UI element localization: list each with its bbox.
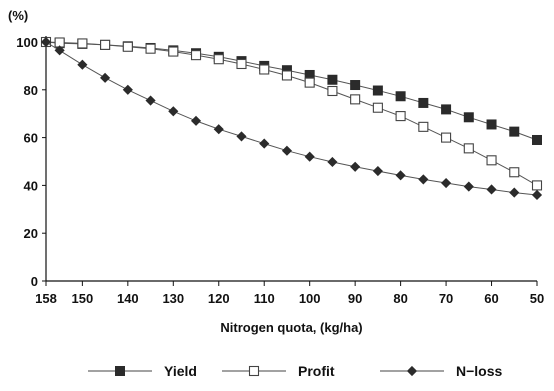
data-point-profit xyxy=(236,58,247,70)
x-axis-title: Nitrogen quota, (kg/ha) xyxy=(220,320,362,335)
data-point-n-loss xyxy=(100,72,111,83)
x-tick-label: 120 xyxy=(208,291,230,306)
data-point-n-loss xyxy=(77,59,88,70)
data-point-profit xyxy=(213,54,224,65)
y-tick-label: 40 xyxy=(24,178,38,193)
series-profit xyxy=(40,36,543,191)
data-point-profit xyxy=(122,41,133,52)
y-tick-label: 80 xyxy=(24,83,38,98)
legend-label: N−loss xyxy=(456,363,503,379)
data-point-n-loss xyxy=(236,131,247,142)
x-tick-label: 50 xyxy=(530,291,544,306)
data-point-profit xyxy=(463,143,474,154)
data-point-n-loss xyxy=(395,170,406,181)
series-line-n-loss xyxy=(45,41,538,196)
data-point-n-loss xyxy=(40,36,52,48)
data-point-yield xyxy=(418,97,429,108)
series-yield xyxy=(41,37,542,145)
data-point-n-loss xyxy=(509,187,520,198)
x-tick-label: 100 xyxy=(299,291,321,306)
data-point-profit xyxy=(100,39,111,50)
x-tick-label: 140 xyxy=(117,291,139,306)
data-point-n-loss xyxy=(463,181,474,192)
data-point-yield xyxy=(327,74,338,85)
data-point-yield xyxy=(350,80,361,91)
x-tick-label: 110 xyxy=(254,291,275,306)
x-tick-label: 70 xyxy=(439,291,453,306)
data-point-profit xyxy=(281,70,293,81)
data-point-n-loss xyxy=(304,151,315,162)
data-point-n-loss xyxy=(281,145,293,156)
data-point-profit xyxy=(350,94,361,105)
data-point-yield xyxy=(441,104,452,115)
data-point-profit xyxy=(418,121,429,132)
data-point-n-loss xyxy=(441,177,452,189)
y-tick-label: 0 xyxy=(31,274,38,289)
legend-item: Profit xyxy=(222,363,335,379)
data-point-profit xyxy=(441,132,452,143)
data-point-n-loss xyxy=(350,161,361,172)
x-tick-label: 130 xyxy=(162,291,184,306)
data-point-profit xyxy=(168,46,179,57)
data-point-n-loss xyxy=(418,174,429,185)
series-line-yield xyxy=(45,41,538,141)
data-point-yield xyxy=(395,91,406,102)
x-tick-label: 90 xyxy=(348,291,362,306)
data-point-profit xyxy=(77,38,88,49)
legend-item: N−loss xyxy=(380,363,503,379)
x-tick-label: 158 xyxy=(35,291,57,306)
data-point-n-loss xyxy=(213,124,224,135)
x-tick-label: 60 xyxy=(484,291,498,306)
y-axis-title: (%) xyxy=(8,8,28,23)
data-point-yield xyxy=(486,119,497,130)
data-point-profit xyxy=(509,167,520,178)
legend-item: Yield xyxy=(88,363,197,379)
data-point-n-loss xyxy=(54,45,65,56)
data-point-profit xyxy=(145,43,156,54)
y-tick-label: 100 xyxy=(16,35,38,50)
y-tick-label: 60 xyxy=(24,131,38,146)
data-point-n-loss xyxy=(122,84,133,95)
data-point-profit xyxy=(395,111,406,122)
data-point-n-loss xyxy=(486,184,497,195)
data-point-profit xyxy=(372,102,383,113)
data-point-yield xyxy=(532,134,542,145)
data-point-n-loss xyxy=(531,189,543,201)
data-point-profit xyxy=(304,77,315,88)
data-point-n-loss xyxy=(327,156,338,168)
legend-marker xyxy=(115,366,125,376)
axes: 0 20 40 60 80 100 158 150 140 130 120 110 100 90 80 70 6… xyxy=(16,35,544,306)
data-point-profit xyxy=(486,155,497,166)
data-point-yield xyxy=(509,126,520,137)
data-point-profit xyxy=(190,50,202,61)
data-point-n-loss xyxy=(145,95,156,106)
data-point-yield xyxy=(372,85,383,96)
legend-marker xyxy=(406,365,418,377)
legend: Yield Profit N−loss xyxy=(88,363,503,379)
legend-marker xyxy=(248,365,260,377)
data-point-yield xyxy=(463,112,474,123)
series-layer xyxy=(40,36,543,201)
x-tick-label: 150 xyxy=(72,291,94,306)
data-point-profit xyxy=(327,85,338,97)
data-point-n-loss xyxy=(168,106,179,117)
x-tick-label: 80 xyxy=(393,291,407,306)
data-point-n-loss xyxy=(259,138,270,149)
legend-label: Yield xyxy=(164,363,197,379)
data-point-profit xyxy=(259,64,270,75)
y-tick-label: 20 xyxy=(24,226,38,241)
legend-label: Profit xyxy=(298,363,335,379)
data-point-n-loss xyxy=(372,165,383,177)
data-point-profit xyxy=(531,180,543,191)
data-point-n-loss xyxy=(190,115,202,126)
series-n-loss xyxy=(40,36,543,201)
series-line-profit xyxy=(45,41,538,186)
